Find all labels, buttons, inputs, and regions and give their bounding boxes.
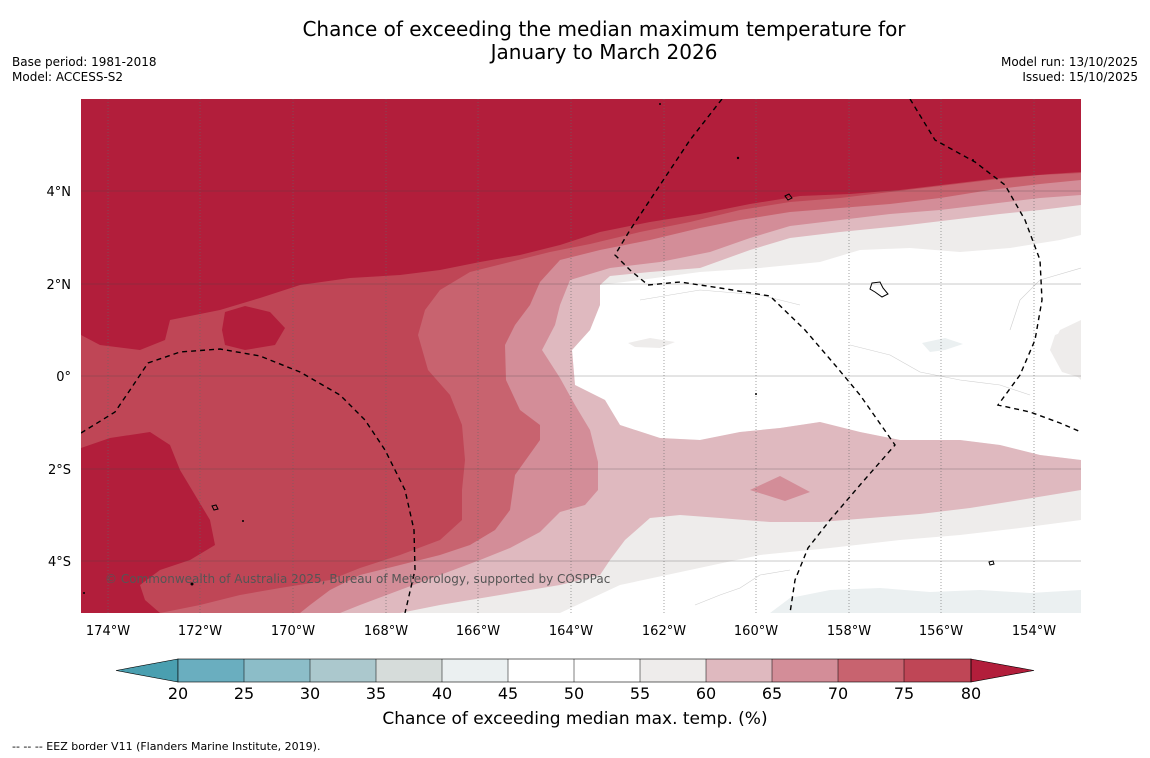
base-period-text: Base period: 1981-2018 [12, 55, 157, 69]
eez-border-3 [81, 348, 416, 613]
colorbar-tick-20: 20 [168, 684, 188, 703]
band-45-55-south [560, 520, 1081, 613]
lon-tick-158w: 158°W [827, 624, 871, 639]
island-dot-4 [755, 393, 757, 395]
title-line-2: January to March 2026 [490, 40, 718, 64]
colorbar-70-75 [838, 659, 904, 682]
island-dot-1 [659, 103, 661, 105]
colorbar-tick-30: 30 [300, 684, 320, 703]
meta-right: Model run: 13/10/2025 Issued: 15/10/2025 [1001, 55, 1138, 85]
model-text: Model: ACCESS-S2 [12, 70, 124, 84]
band-40-45-south [770, 588, 1081, 613]
colorbar-55-60 [640, 659, 706, 682]
band-40-45-patch [922, 338, 963, 352]
island-kiritimati [869, 281, 889, 298]
colorbar-below-20 [115, 658, 179, 683]
lon-tick-174w: 174°W [86, 624, 130, 639]
lon-tick-160w: 160°W [734, 624, 778, 639]
colorbar-75-80 [904, 659, 971, 682]
colorbar-65-70 [772, 659, 838, 682]
band-above-80-south [81, 432, 215, 613]
band-65-70-patch [750, 476, 810, 501]
island-samoa-2 [988, 560, 995, 566]
lat-tick-2s: 2°S [48, 463, 71, 478]
eez-border-2 [909, 99, 1081, 433]
island-samoa-1 [211, 504, 219, 511]
colorbar-tick-45: 45 [498, 684, 518, 703]
band-above-80-patch [222, 306, 285, 350]
colorbar-35-40 [376, 659, 442, 682]
colorbar-dividers [243, 659, 905, 682]
island-jarvis-north [784, 193, 793, 201]
colorbar-30-35 [310, 659, 376, 682]
colorbar-above-80 [970, 658, 1035, 683]
colorbar-tick-75: 75 [894, 684, 914, 703]
colorbar-tick-35: 35 [366, 684, 386, 703]
issued-text: Issued: 15/10/2025 [1022, 70, 1138, 84]
copyright-text: © Commonwealth of Australia 2025, Bureau… [105, 572, 610, 586]
colorbar-40-45 [442, 659, 508, 682]
band-55-60-patch-west [628, 338, 675, 348]
band-45-55 [572, 235, 1081, 460]
colorbar-45-50 [508, 659, 574, 682]
meta-left: Base period: 1981-2018 Model: ACCESS-S2 [12, 55, 157, 85]
lat-tick-labels: 4°N 2°N 0° 2°S 4°S [47, 185, 72, 570]
colorbar-50-55 [574, 659, 640, 682]
colorbar-tick-40: 40 [432, 684, 452, 703]
colorbar-tick-55: 55 [630, 684, 650, 703]
lon-tick-164w: 164°W [549, 624, 593, 639]
band-55-60-patch-east [1050, 320, 1081, 378]
island-dot-6 [190, 582, 194, 586]
islands [211, 193, 995, 566]
island-dot-2 [736, 156, 740, 160]
eez-border-1 [614, 99, 896, 613]
island-dot-5 [242, 520, 244, 522]
lon-tick-162w: 162°W [642, 624, 686, 639]
lon-tick-168w: 168°W [364, 624, 408, 639]
contour-line-1 [639, 289, 801, 306]
band-above-80-north [81, 99, 1081, 350]
lat-tick-2n: 2°N [47, 278, 72, 293]
lon-tick-166w: 166°W [456, 624, 500, 639]
colorbar: 20 25 30 35 40 45 50 55 60 65 70 75 80 [115, 658, 1035, 703]
colorbar-25-30 [244, 659, 310, 682]
island-dots [83, 103, 974, 594]
colorbar-20-25 [178, 659, 244, 682]
contour-field: © Commonwealth of Australia 2025, Bureau… [81, 99, 1081, 613]
colorbar-tick-70: 70 [828, 684, 848, 703]
lat-tick-0: 0° [56, 370, 71, 385]
colorbar-tick-60: 60 [696, 684, 716, 703]
map-title: Chance of exceeding the median maximum t… [0, 18, 1150, 64]
lon-tick-170w: 170°W [271, 624, 315, 639]
colorbar-tick-65: 65 [762, 684, 782, 703]
contour-line-3 [1009, 267, 1081, 331]
lon-tick-labels: 174°W 172°W 170°W 168°W 166°W 164°W 162°… [86, 624, 1056, 639]
eez-legend: -- -- -- EEZ border V11 (Flanders Marine… [12, 740, 321, 753]
eez-borders [81, 99, 1081, 613]
graticule-lat [81, 190, 1081, 562]
title-line-1: Chance of exceeding the median maximum t… [302, 17, 906, 41]
island-dot-3 [972, 159, 974, 161]
model-run-text: Model run: 13/10/2025 [1000, 55, 1138, 69]
colorbar-frame [177, 658, 972, 683]
lat-tick-4s: 4°S [48, 555, 71, 570]
lon-tick-156w: 156°W [919, 624, 963, 639]
lon-tick-154w: 154°W [1012, 624, 1056, 639]
colorbar-tick-labels: 20 25 30 35 40 45 50 55 60 65 70 75 80 [168, 684, 981, 703]
colorbar-tick-25: 25 [234, 684, 254, 703]
colorbar-tick-50: 50 [564, 684, 584, 703]
lon-tick-172w: 172°W [178, 624, 222, 639]
colorbar-60-65 [706, 659, 772, 682]
island-dot-7 [83, 592, 85, 594]
colorbar-label: Chance of exceeding median max. temp. (%… [382, 709, 768, 729]
lat-tick-4n: 4°N [47, 185, 72, 200]
contour-line-4 [694, 569, 791, 606]
colorbar-tick-80: 80 [961, 684, 981, 703]
